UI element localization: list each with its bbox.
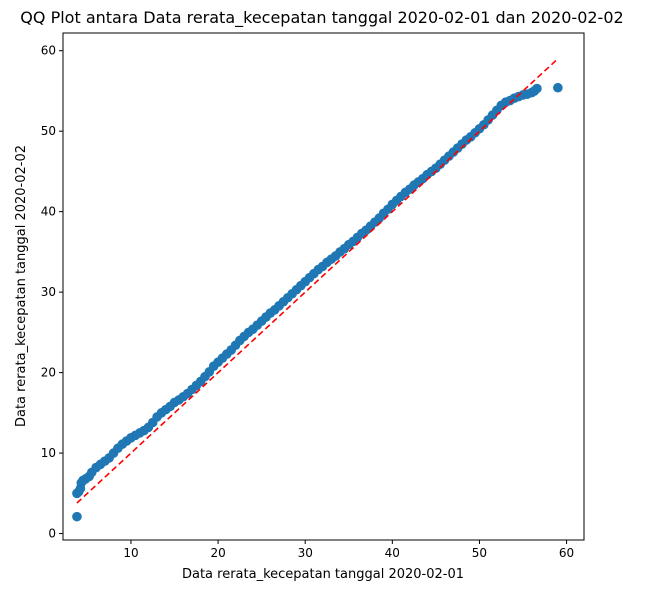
y-tick-label: 20 — [41, 366, 56, 380]
y-tick-label: 0 — [48, 527, 56, 541]
data-point — [72, 511, 82, 522]
plot-area — [63, 33, 584, 540]
x-tick-label: 20 — [210, 546, 225, 560]
data-point — [532, 83, 542, 94]
y-tick-label: 50 — [41, 124, 56, 138]
x-tick-label: 60 — [559, 546, 574, 560]
x-axis-ticks: 10 20 30 40 50 60 — [123, 540, 574, 560]
x-tick-label: 30 — [298, 546, 313, 560]
y-axis-ticks: 0 10 20 30 40 50 60 — [41, 44, 63, 541]
x-axis-label: Data rerata_kecepatan tanggal 2020-02-01 — [182, 567, 464, 582]
reference-line-group — [76, 58, 559, 504]
y-tick-label: 10 — [41, 446, 56, 460]
reference-line — [76, 58, 559, 504]
y-axis-label: Data rerata_kecepatan tanggal 2020-02-02 — [14, 145, 29, 427]
y-tick-label: 30 — [41, 285, 56, 299]
y-tick-label: 40 — [41, 205, 56, 219]
data-point — [553, 82, 563, 93]
x-tick-label: 50 — [472, 546, 487, 560]
x-tick-label: 10 — [123, 546, 138, 560]
x-tick-label: 40 — [385, 546, 400, 560]
plot-frame — [62, 32, 585, 541]
y-tick-label: 60 — [41, 44, 56, 58]
chart-title: QQ Plot antara Data rerata_kecepatan tan… — [20, 8, 623, 28]
